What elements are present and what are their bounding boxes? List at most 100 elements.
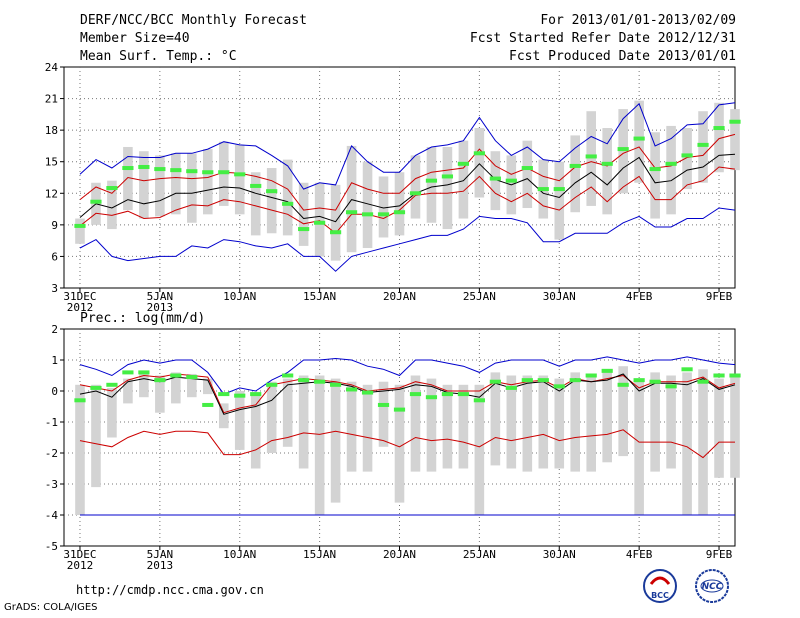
obs-mark xyxy=(425,395,438,400)
ensemble-box xyxy=(650,372,660,472)
y-tick-label: 18 xyxy=(45,124,58,137)
ensemble-box xyxy=(442,384,453,469)
obs-mark xyxy=(345,210,358,215)
obs-mark xyxy=(633,136,645,141)
obs-mark xyxy=(154,378,166,383)
obs-mark xyxy=(250,183,262,188)
ensemble-box xyxy=(522,140,533,209)
x-tick-year: 2013 xyxy=(147,559,174,572)
ensemble-box xyxy=(330,184,341,261)
obs-mark xyxy=(282,373,294,378)
ensemble-box xyxy=(139,151,149,219)
obs-mark xyxy=(681,153,693,158)
y-tick-label: 0 xyxy=(51,385,58,398)
x-tick-year: 2012 xyxy=(67,301,94,314)
x-tick-label: 5JAN xyxy=(147,290,174,303)
ensemble-box xyxy=(330,378,341,503)
source-url[interactable]: http://cmdp.ncc.cma.gov.cn xyxy=(76,583,264,597)
obs-mark xyxy=(250,392,262,397)
ensemble-box xyxy=(586,375,597,472)
obs-mark xyxy=(729,373,741,378)
ensemble-box xyxy=(394,384,405,503)
ensemble-box xyxy=(714,378,724,478)
x-tick-label: 25JAN xyxy=(463,548,496,561)
ensemble-box xyxy=(362,161,373,249)
series-median-line xyxy=(79,153,736,223)
produced-date: Fcst Produced Date 2013/01/01 xyxy=(509,49,736,64)
ensemble-box xyxy=(394,172,405,236)
y-tick-label: 24 xyxy=(45,61,59,74)
ensemble-box xyxy=(634,100,644,183)
ensemble-box xyxy=(426,378,437,472)
obs-mark xyxy=(713,373,725,378)
ensemble-box xyxy=(602,372,612,463)
ensemble-box xyxy=(474,128,485,198)
ensemble-box xyxy=(538,375,549,469)
obs-mark xyxy=(266,382,278,387)
y-tick-label: -1 xyxy=(45,416,58,429)
obs-mark xyxy=(473,151,485,156)
obs-mark xyxy=(553,384,565,389)
forecast-period: For 2013/01/01-2013/02/09 xyxy=(540,13,736,28)
ensemble-box xyxy=(730,109,740,171)
y-tick-label: -5 xyxy=(45,540,58,553)
obs-mark xyxy=(665,161,677,166)
series-max-line xyxy=(79,102,736,190)
ensemble-box xyxy=(139,372,149,398)
ensemble-box xyxy=(666,125,676,215)
obs-mark xyxy=(218,170,230,175)
y-tick-label: 15 xyxy=(45,156,58,169)
obs-mark xyxy=(393,210,406,215)
obs-mark xyxy=(361,212,374,217)
y-tick-label: 21 xyxy=(45,93,58,106)
obs-mark xyxy=(713,126,725,131)
x-tick-year: 2013 xyxy=(147,301,174,314)
ensemble-box xyxy=(314,182,325,257)
ensemble-box xyxy=(202,149,213,215)
x-tick-label: 15JAN xyxy=(303,548,336,561)
obs-mark xyxy=(537,187,549,192)
ensemble-box xyxy=(602,128,612,215)
y-tick-label: 3 xyxy=(51,282,58,295)
ensemble-box xyxy=(155,155,165,217)
ensemble-box xyxy=(586,111,597,206)
ncc-logo-icon: NCC xyxy=(695,569,729,603)
obs-mark xyxy=(377,402,390,407)
ensemble-box xyxy=(570,372,581,472)
series-p20-line xyxy=(79,429,735,459)
grads-credit: GrADS: COLA/IGES xyxy=(4,602,98,613)
obs-mark xyxy=(537,378,549,383)
ensemble-box xyxy=(554,378,565,469)
ensemble-box xyxy=(714,102,724,173)
series-p80-line xyxy=(79,133,736,211)
obs-mark xyxy=(729,119,741,124)
obs-mark xyxy=(409,392,422,397)
ensemble-box xyxy=(570,135,581,213)
x-tick-label: 30JAN xyxy=(543,290,576,303)
ensemble-box xyxy=(250,172,261,236)
obs-mark xyxy=(170,168,182,173)
member-size: Member Size=40 xyxy=(80,31,190,46)
ensemble-box xyxy=(346,381,357,472)
ensemble-box xyxy=(410,155,421,219)
obs-mark xyxy=(457,392,469,397)
obs-mark xyxy=(298,378,310,383)
obs-mark xyxy=(186,169,198,174)
obs-mark xyxy=(409,191,422,196)
ensemble-box xyxy=(666,375,676,469)
ensemble-box xyxy=(282,378,293,447)
ensemble-box xyxy=(250,394,261,469)
obs-mark xyxy=(74,398,86,403)
x-tick-label: 9FEB xyxy=(706,548,733,561)
ensemble-box xyxy=(698,111,708,183)
ensemble-box xyxy=(458,384,469,469)
series-p20-line xyxy=(79,166,736,234)
ensemble-box xyxy=(378,176,389,238)
obs-mark xyxy=(330,230,342,235)
x-tick-label: 4FEB xyxy=(626,548,653,561)
ensemble-box xyxy=(698,369,708,515)
x-tick-year: 2012 xyxy=(67,559,94,572)
ensemble-box xyxy=(490,151,501,211)
obs-mark xyxy=(697,142,709,147)
ensemble-box xyxy=(346,145,357,253)
